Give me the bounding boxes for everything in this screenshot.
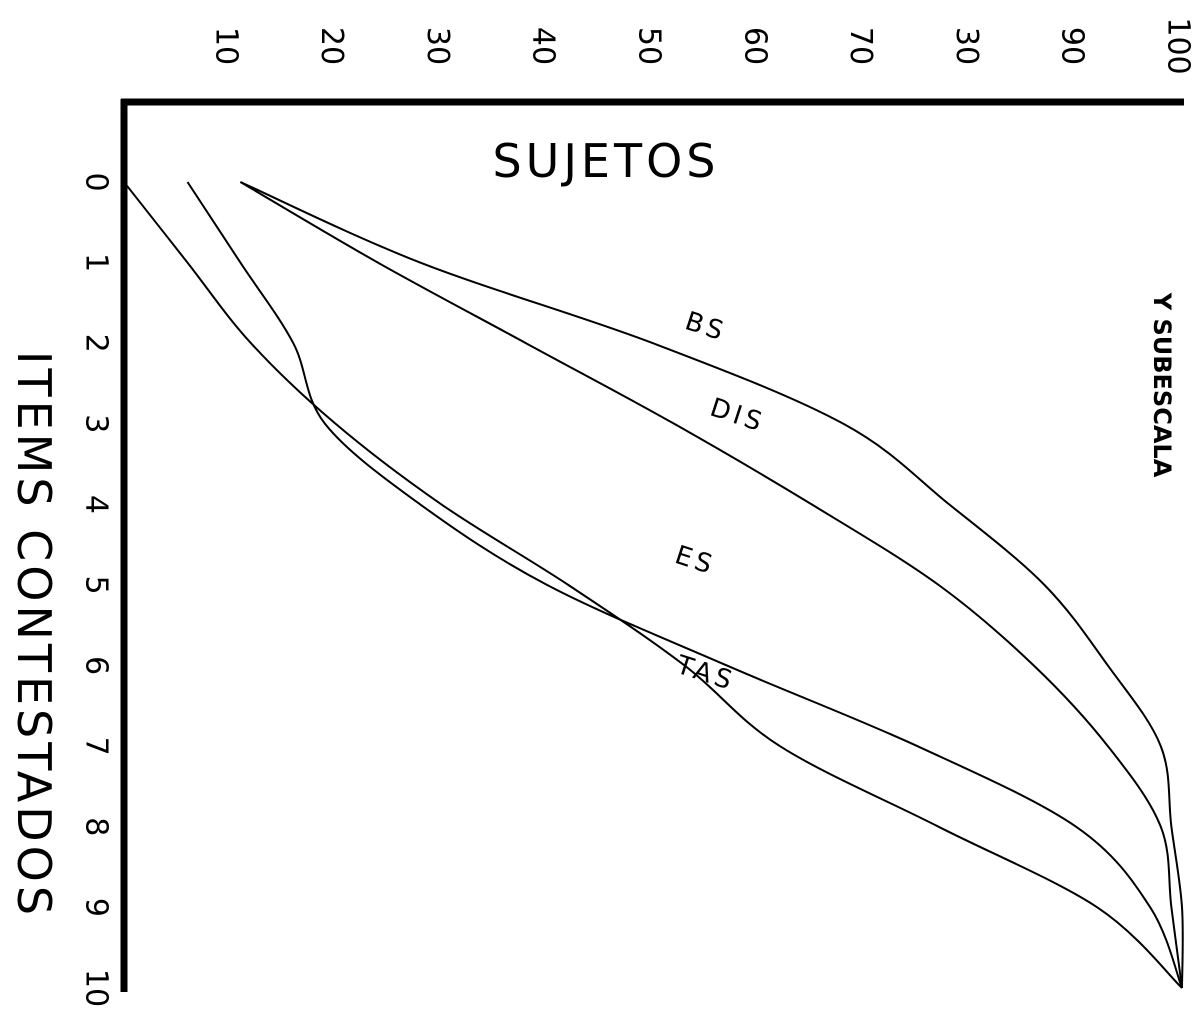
item-tick-label: 1 <box>79 253 114 272</box>
value-tick-label: 40 <box>526 27 561 65</box>
series-label-bs: BS <box>681 306 730 347</box>
item-tick-label: 7 <box>79 737 114 756</box>
series-lines <box>123 181 1184 989</box>
item-tick-label: 3 <box>79 414 114 433</box>
item-tick-label: 4 <box>79 495 114 514</box>
value-axis-title: SUJETOS <box>492 134 719 188</box>
value-tick-label: 30 <box>949 27 984 65</box>
series-line-dis <box>239 181 1183 989</box>
item-tick-label: 2 <box>79 334 114 353</box>
value-tick-label: 60 <box>737 27 772 65</box>
value-tick-label: 20 <box>314 27 349 65</box>
item-tick-label: 5 <box>79 575 114 594</box>
series-line-tas <box>123 181 1183 989</box>
item-tick-label: 10 <box>79 969 114 1007</box>
series-label-dis: DIS <box>706 393 769 439</box>
series-labels: BS DIS ES TAS <box>671 306 769 697</box>
item-tick-label: 8 <box>79 817 114 836</box>
series-label-es: ES <box>671 540 719 581</box>
value-tick-label: 50 <box>632 27 667 65</box>
item-axis-title: ITEMS CONTESTADOS <box>7 351 61 919</box>
value-tick-labels: 10 20 30 40 50 60 70 30 90 100 <box>208 17 1194 74</box>
item-tick-label: 9 <box>79 898 114 917</box>
chart-plot: 10 20 30 40 50 60 70 30 90 100 0 1 2 3 4 5 6 7 8 9 10 BS DIS… <box>7 17 1194 1007</box>
value-tick-label: 30 <box>420 27 455 65</box>
item-tick-labels: 0 1 2 3 4 5 6 7 8 9 10 <box>79 172 114 1007</box>
series-label-tas: TAS <box>672 650 739 697</box>
value-tick-label: 100 <box>1161 17 1194 74</box>
series-line-es <box>186 181 1183 989</box>
side-title: Y SUBESCALA <box>1148 292 1176 478</box>
series-line-bs <box>239 181 1184 989</box>
value-tick-label: 90 <box>1055 27 1090 65</box>
value-tick-label: 70 <box>843 27 878 65</box>
item-tick-label: 6 <box>79 656 114 675</box>
item-tick-label: 0 <box>79 172 114 191</box>
value-tick-label: 10 <box>208 27 243 65</box>
